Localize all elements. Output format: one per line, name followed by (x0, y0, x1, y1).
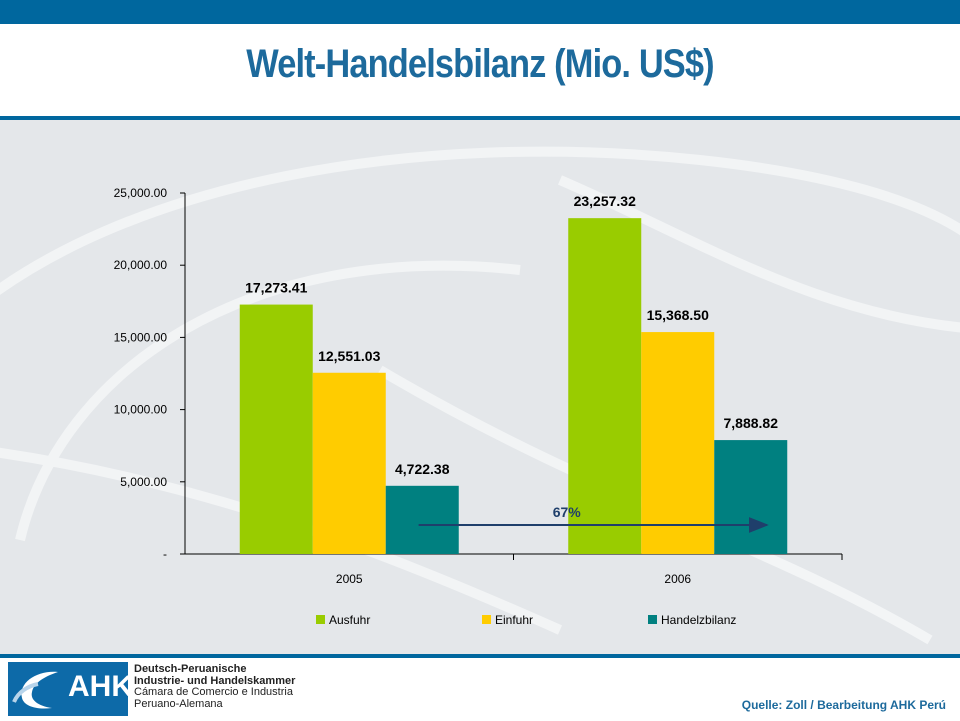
legend-swatch-handelzbilanz (648, 615, 657, 624)
ahk-logo-swoosh-icon (12, 671, 58, 709)
data-label: 4,722.38 (395, 461, 450, 477)
organization-name: Deutsch-Peruanische Industrie- und Hande… (134, 663, 296, 710)
bar-einfuhr-2006 (641, 332, 715, 554)
bar-ausfuhr-2006 (568, 218, 642, 554)
legend-swatch-einfuhr (482, 615, 491, 624)
ahk-logo: AHK (8, 662, 133, 716)
legend-label: Handelzbilanz (661, 613, 736, 627)
org-line: Deutsch-Peruanische (134, 663, 247, 675)
source-note: Quelle: Zoll / Bearbeitung AHK Perú (741, 698, 946, 712)
x-tick-label: 2006 (664, 572, 691, 586)
org-line: Peruano-Alemana (134, 697, 223, 710)
page-title: Welt-Handelsbilanz (Mio. US$) (246, 42, 714, 86)
y-tick-label: - (163, 547, 167, 561)
data-label: 12,551.03 (318, 348, 380, 364)
org-line: Cámara de Comercio e Industria (134, 686, 293, 698)
data-label: 17,273.41 (245, 280, 307, 296)
y-tick-label: 10,000.00 (114, 403, 168, 417)
top-banner (0, 0, 960, 24)
bar-chart: - 5,000.00 10,000.00 15,000.00 20,000.00 25,0… (0, 146, 960, 645)
logo-text: AHK (68, 670, 133, 703)
footer-divider (0, 654, 960, 658)
y-tick-label: 20,000.00 (114, 258, 168, 272)
chart-area: - 5,000.00 10,000.00 15,000.00 20,000.00 25,0… (0, 120, 960, 654)
y-tick-label: 25,000.00 (114, 186, 168, 200)
bar-handelzbilanz-2006 (714, 440, 788, 554)
legend-label: Ausfuhr (329, 613, 370, 627)
background-decoration (0, 146, 960, 645)
title-divider (0, 116, 960, 120)
legend-label: Einfuhr (495, 613, 533, 627)
bar-einfuhr-2005 (312, 372, 386, 554)
y-tick-label: 5,000.00 (120, 475, 167, 489)
legend-swatch-ausfuhr (316, 615, 325, 624)
bar-ausfuhr-2005 (239, 304, 313, 554)
bar-handelzbilanz-2005 (385, 485, 459, 554)
x-tick-label: 2005 (336, 572, 363, 586)
data-label: 23,257.32 (574, 193, 636, 209)
growth-annotation: 67% (553, 504, 582, 520)
y-tick-label: 15,000.00 (114, 330, 168, 344)
data-label: 15,368.50 (647, 307, 709, 323)
data-label: 7,888.82 (724, 415, 779, 431)
plot-area: - 5,000.00 10,000.00 15,000.00 20,000.00 25,0… (114, 186, 843, 627)
footer (0, 658, 960, 720)
org-line: Industrie- und Handelskammer (134, 674, 296, 687)
